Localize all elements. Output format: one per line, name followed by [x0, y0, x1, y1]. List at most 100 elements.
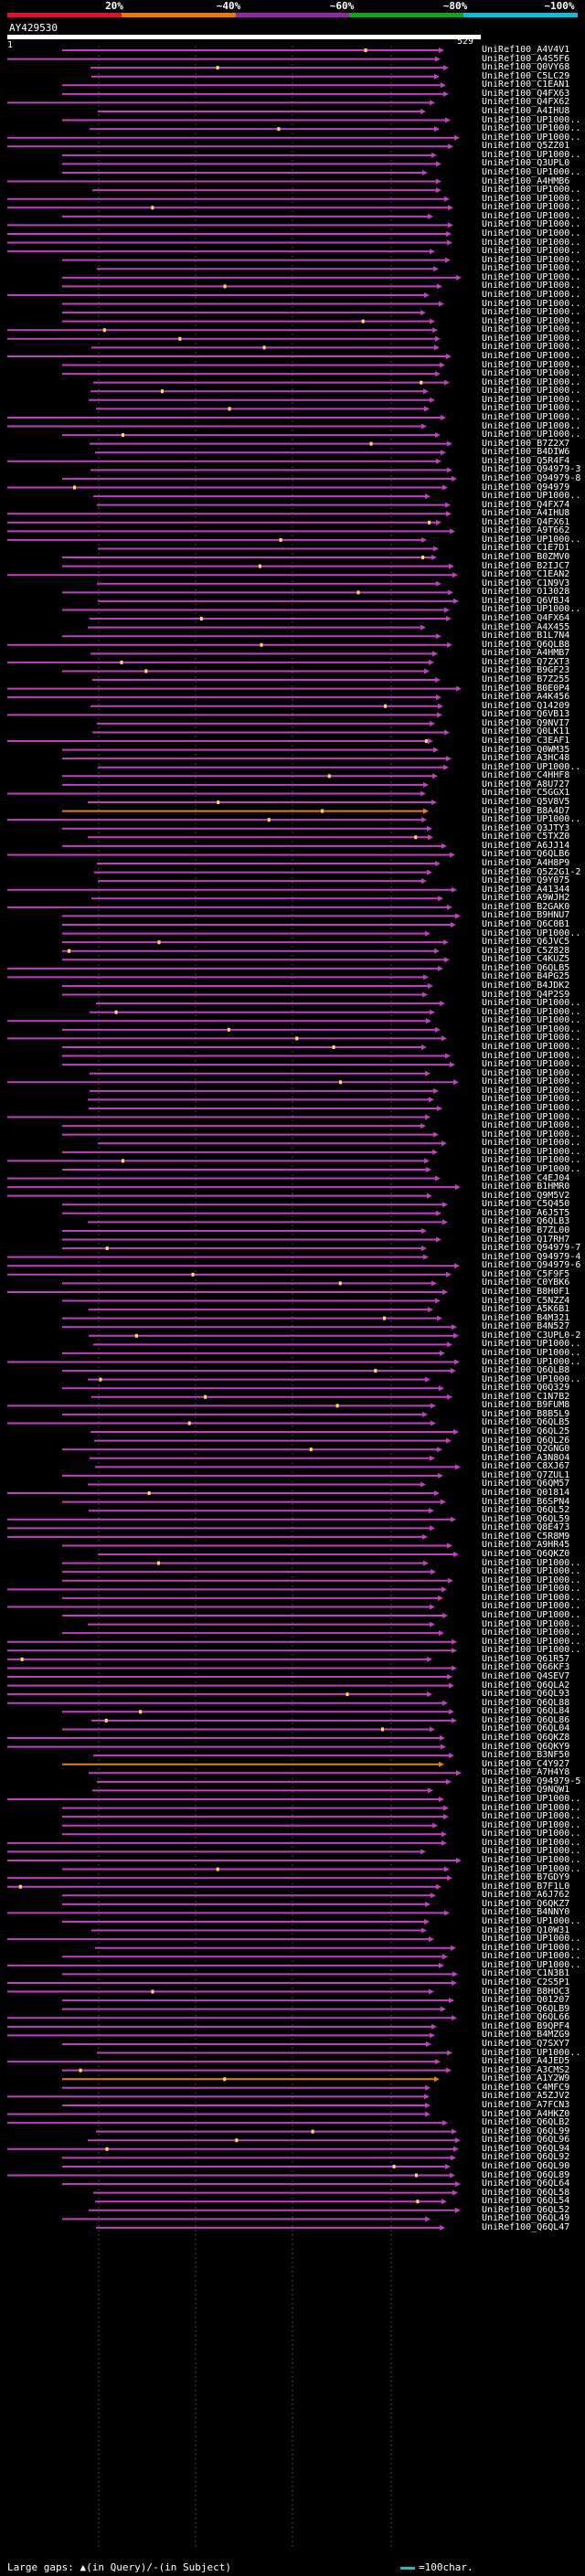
hit-label[interactable]: UniRef100_UP1000..	[482, 1076, 581, 1087]
hit-label[interactable]: UniRef100_A1Y2W9	[482, 2073, 570, 2084]
hit-label[interactable]: UniRef100_UP1000..	[482, 1645, 581, 1656]
hit-label[interactable]: UniRef100_Q6QLB9	[482, 2003, 570, 2014]
hit-label[interactable]: UniRef100_Q0VY68	[482, 62, 570, 73]
hit-label[interactable]: UniRef100_C1EAN2	[482, 569, 570, 580]
hit-label[interactable]: UniRef100_UP1000..	[482, 1146, 581, 1157]
hit-label[interactable]: UniRef100_UP1000..	[482, 1138, 581, 1149]
hit-label[interactable]: UniRef100_UP1000..	[482, 394, 581, 405]
hit-label[interactable]: UniRef100_C4MFC9	[482, 2082, 570, 2093]
hit-label[interactable]: UniRef100_B2IJC7	[482, 560, 570, 571]
hit-label[interactable]: UniRef100_Q6VB13	[482, 709, 570, 720]
hit-label[interactable]: UniRef100_UP1000..	[482, 814, 581, 825]
hit-label[interactable]: UniRef100_Q6QL04	[482, 1723, 570, 1734]
hit-label[interactable]: UniRef100_UP1000..	[482, 1592, 581, 1603]
hit-label[interactable]: UniRef100_B0E0P4	[482, 683, 570, 694]
hit-label[interactable]: UniRef100_UP1000..	[482, 386, 581, 397]
hit-label[interactable]: UniRef100_Q94979-3	[482, 464, 581, 475]
hit-label[interactable]: UniRef100_Q6JVC5	[482, 937, 570, 948]
hit-label[interactable]: UniRef100_Q6QKZ7	[482, 1898, 570, 1909]
hit-label[interactable]: UniRef100_UP1000..	[482, 1846, 581, 1857]
hit-label[interactable]: UniRef100_UP1000..	[482, 298, 581, 309]
hit-label[interactable]: UniRef100_UP1000..	[482, 1959, 581, 1970]
hit-label[interactable]: UniRef100_B9QPF4	[482, 2020, 570, 2031]
hit-label[interactable]: UniRef100_Q4FX61	[482, 516, 570, 527]
hit-label[interactable]: UniRef100_C8XJ67	[482, 1461, 570, 1472]
hit-label[interactable]: UniRef100_Q6QM57	[482, 1479, 570, 1489]
hit-label[interactable]: UniRef100_UP1000..	[482, 411, 581, 422]
hit-label[interactable]: UniRef100_UP1000..	[482, 114, 581, 125]
hit-label[interactable]: UniRef100_A4X455	[482, 621, 570, 632]
hit-label[interactable]: UniRef100_UP1000..	[482, 1041, 581, 1052]
hit-label[interactable]: UniRef100_UP1000..	[482, 307, 581, 318]
hit-label[interactable]: UniRef100_UP1000..	[482, 1618, 581, 1629]
hit-label[interactable]: UniRef100_A8U727	[482, 779, 570, 790]
hit-label[interactable]: UniRef100_UP1000..	[482, 123, 581, 134]
hit-label[interactable]: UniRef100_UP1000..	[482, 359, 581, 370]
hit-label[interactable]: UniRef100_Q6QLB5	[482, 1417, 570, 1428]
hit-label[interactable]: UniRef100_Q6QLB8	[482, 639, 570, 650]
hit-label[interactable]: UniRef100_Q6QL52	[482, 1505, 570, 1516]
hit-label[interactable]: UniRef100_UP1000..	[482, 1059, 581, 1070]
hit-label[interactable]: UniRef100_A4IHU8	[482, 508, 570, 519]
hit-label[interactable]: UniRef100_B4M321	[482, 1312, 570, 1323]
hit-label[interactable]: UniRef100_UP1000..	[482, 1636, 581, 1647]
hit-label[interactable]: UniRef100_UP1000..	[482, 149, 581, 160]
hit-label[interactable]: UniRef100_Q6QLB6	[482, 849, 570, 860]
hit-label[interactable]: UniRef100_UP1000..	[482, 2047, 581, 2058]
hit-label[interactable]: UniRef100_UP1000..	[482, 237, 581, 248]
hit-label[interactable]: UniRef100_Q94979-8	[482, 472, 581, 483]
hit-label[interactable]: UniRef100_UP1000..	[482, 1356, 581, 1367]
hit-label[interactable]: UniRef100_C1EAN1	[482, 80, 570, 90]
hit-label[interactable]: UniRef100_UP1000..	[482, 289, 581, 300]
hit-label[interactable]: UniRef100_UP1000..	[482, 132, 581, 143]
hit-label[interactable]: UniRef100_Q7ZXT3	[482, 656, 570, 667]
hit-label[interactable]: UniRef100_UP1000..	[482, 1557, 581, 1568]
hit-label[interactable]: UniRef100_B9GF23	[482, 665, 570, 676]
hit-label[interactable]: UniRef100_UP1000..	[482, 420, 581, 431]
hit-label[interactable]: UniRef100_B4PG25	[482, 971, 570, 982]
hit-label[interactable]: UniRef100_UP1000..	[482, 1942, 581, 1953]
hit-label[interactable]: UniRef100_A5ZJV2	[482, 2091, 570, 2102]
hit-label[interactable]: UniRef100_Q94979-6	[482, 1260, 581, 1271]
hit-label[interactable]: UniRef100_Q7ZUL1	[482, 1469, 570, 1480]
hit-label[interactable]: UniRef100_UP1000..	[482, 246, 581, 257]
hit-label[interactable]: UniRef100_Q6QL94	[482, 2143, 570, 2154]
hit-label[interactable]: UniRef100_UP1000..	[482, 342, 581, 353]
hit-label[interactable]: UniRef100_Q01814	[482, 1488, 570, 1499]
hit-label[interactable]: UniRef100_C1N3B1	[482, 1968, 570, 1979]
hit-label[interactable]: UniRef100_Q6QL86	[482, 1714, 570, 1725]
hit-label[interactable]: UniRef100_UP1000..	[482, 1111, 581, 1122]
hit-label[interactable]: UniRef100_Q61R57	[482, 1653, 570, 1664]
hit-label[interactable]: UniRef100_Q6QL92	[482, 2152, 570, 2163]
hit-label[interactable]: UniRef100_B4N527	[482, 1321, 570, 1332]
hit-label[interactable]: UniRef100_Q94979-4	[482, 1251, 581, 1262]
hit-label[interactable]: UniRef100_A9WJH2	[482, 893, 570, 904]
hit-label[interactable]: UniRef100_Q6QLB3	[482, 1216, 570, 1227]
hit-label[interactable]: UniRef100_A9HR45	[482, 1540, 570, 1551]
hit-label[interactable]: UniRef100_C2S5P1	[482, 1977, 570, 1988]
hit-label[interactable]: UniRef100_A4HMB7	[482, 648, 570, 659]
hit-label[interactable]: UniRef100_Q6QL58	[482, 2187, 570, 2198]
hit-label[interactable]: UniRef100_A7FCN3	[482, 2099, 570, 2110]
hit-label[interactable]: UniRef100_UP1000..	[482, 1566, 581, 1577]
hit-label[interactable]: UniRef100_B1L7N4	[482, 631, 570, 641]
hit-label[interactable]: UniRef100_UP1000..	[482, 1120, 581, 1131]
hit-label[interactable]: UniRef100_B8A4D7	[482, 805, 570, 816]
hit-label[interactable]: UniRef100_UP1000..	[482, 1339, 581, 1350]
hit-label[interactable]: UniRef100_Q94979-5	[482, 1776, 581, 1786]
hit-label[interactable]: UniRef100_C5LC29	[482, 70, 570, 81]
hit-label[interactable]: UniRef100_UP1000..	[482, 1627, 581, 1638]
hit-label[interactable]: UniRef100_B8H0F1	[482, 1286, 570, 1297]
hit-label[interactable]: UniRef100_Q4FX64	[482, 613, 570, 624]
hit-label[interactable]: UniRef100_C5R8M9	[482, 1531, 570, 1542]
hit-label[interactable]: UniRef100_UP1000..	[482, 193, 581, 204]
hit-label[interactable]: UniRef100_UP1000..	[482, 1155, 581, 1166]
hit-label[interactable]: UniRef100_UP1000..	[482, 1584, 581, 1595]
hit-label[interactable]: UniRef100_Q6QL90	[482, 2160, 570, 2171]
hit-label[interactable]: UniRef100_B0ZMV0	[482, 552, 570, 563]
hit-label[interactable]: UniRef100_UP1000..	[482, 1819, 581, 1830]
hit-label[interactable]: UniRef100_B3NF50	[482, 1750, 570, 1761]
hit-label[interactable]: UniRef100_C5F9F5	[482, 1268, 570, 1279]
hit-label[interactable]: UniRef100_A4HMB6	[482, 175, 570, 186]
hit-label[interactable]: UniRef100_A4IHU8	[482, 105, 570, 116]
